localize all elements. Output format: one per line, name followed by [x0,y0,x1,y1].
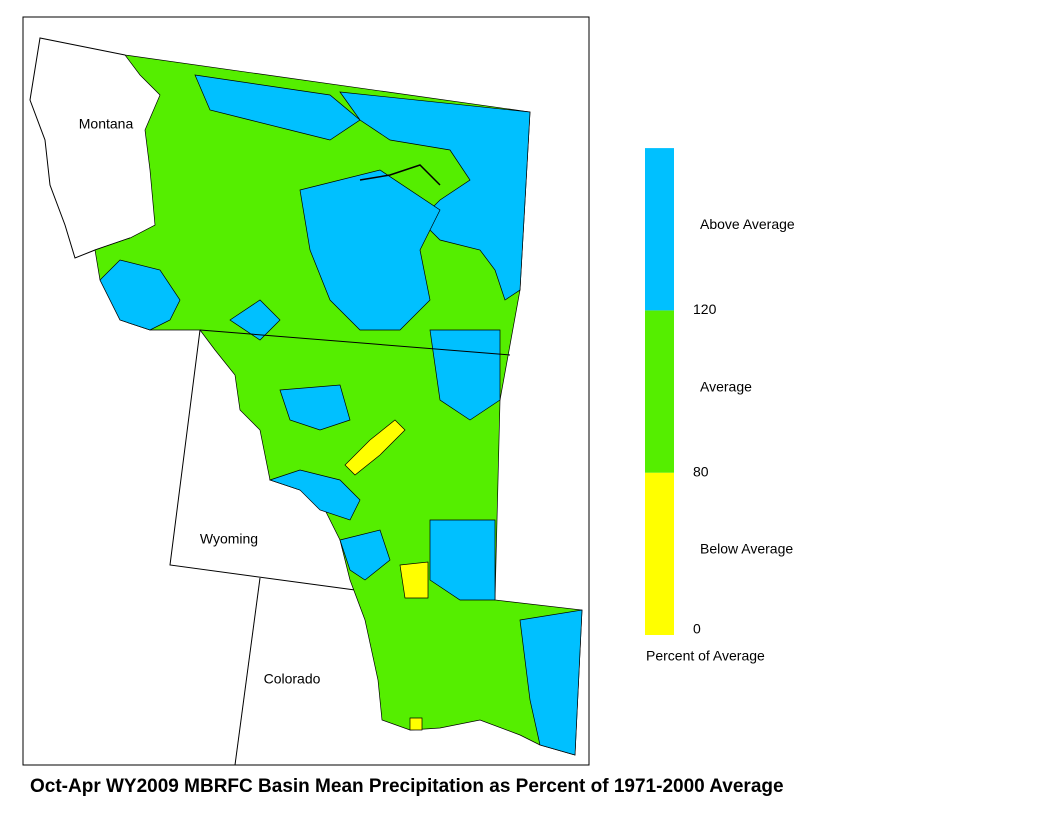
basin [268,469,361,521]
basin [519,609,583,756]
legend-swatch [645,148,674,311]
legend-swatch [645,310,674,473]
basins [94,54,583,756]
legend-label: Average [700,378,752,394]
legend-tick: 120 [693,301,717,317]
basin [194,74,361,141]
map-title: Oct-Apr WY2009 MBRFC Basin Mean Precipit… [30,776,784,797]
legend: Percent of Average Below Average Average A… [645,148,795,664]
river [359,164,441,186]
basin [339,529,391,581]
basin [429,519,496,601]
state-boundaries [29,37,356,766]
legend-swatch [645,472,674,635]
legend-tick: 0 [693,621,701,637]
basin [279,384,351,431]
state-border [199,329,511,356]
state-label: Montana [79,116,134,132]
montana-boundary [29,37,131,259]
state-label: Colorado [264,671,321,687]
basin [299,169,441,331]
basin [409,717,423,731]
legend-title: Percent of Average [646,648,765,664]
colorado-boundary [234,577,261,766]
basin [344,419,406,476]
legend-tick: 80 [693,463,709,479]
basin [229,299,281,341]
wyoming-boundary [169,329,356,591]
basin [99,259,181,331]
state-label: Wyoming [200,531,258,547]
legend-label: Above Average [700,216,795,232]
basin [399,561,429,599]
legend-label: Below Average [700,541,793,557]
